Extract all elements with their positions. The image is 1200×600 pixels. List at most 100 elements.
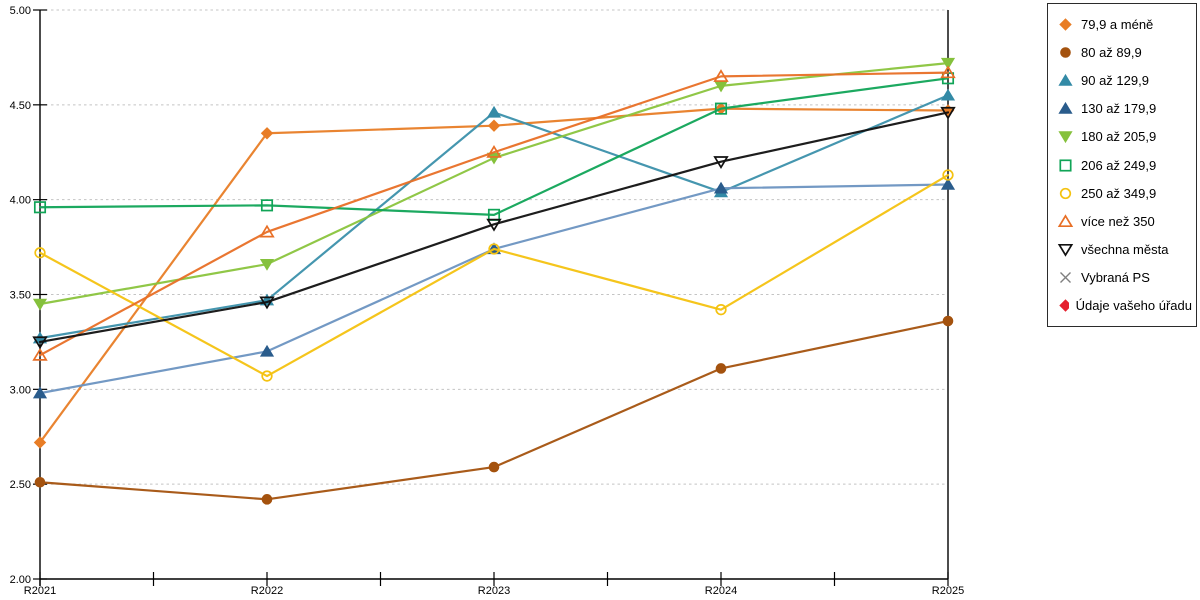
y-tick-label: 3.50 <box>10 290 31 302</box>
circle-icon <box>1060 46 1071 58</box>
legend-item-label: 79,9 a méně <box>1081 16 1154 32</box>
legend-item-vsechna-mesta: všechna města <box>1057 236 1192 264</box>
triangle-up-icon <box>1057 214 1074 227</box>
legend-item-130-az-179-9: 130 až 179,9 <box>1057 95 1192 123</box>
square-icon <box>1059 158 1072 172</box>
diamond-icon <box>1059 299 1069 313</box>
legend-item-label: 80 až 89,9 <box>1081 44 1142 60</box>
x-tick-label: R2022 <box>251 585 283 597</box>
legend-item-180-az-205-9: 180 až 205,9 <box>1057 123 1192 151</box>
diamond-icon <box>1059 17 1072 31</box>
legend-item-label: Údaje vašeho úřadu <box>1075 298 1192 314</box>
triangle-down-icon <box>1058 131 1073 144</box>
legend-item-udaje-vaseho-uradu: Údaje vašeho úřadu <box>1057 292 1192 320</box>
legend-item-206-az-249-9: 206 až 249,9 <box>1057 151 1192 179</box>
triangle-down-marker-icon <box>940 57 956 70</box>
axes: 2.00 2.50 3.00 3.50 4.00 4.50 5.00 R2021 R2022 R2… <box>10 5 965 597</box>
series-line <box>38 71 950 357</box>
circle-marker-icon <box>715 304 727 316</box>
triangle-up-icon <box>1057 214 1074 227</box>
circle-icon <box>1059 187 1072 199</box>
triangle-up-marker-icon <box>713 69 729 82</box>
y-tick-label: 2.50 <box>10 479 31 491</box>
circle-marker-icon <box>715 363 727 374</box>
legend-item-80-az-89-9: 80 až 89,9 <box>1057 38 1192 66</box>
triangle-down-marker-icon <box>486 218 502 232</box>
circle-marker-icon <box>488 461 500 473</box>
triangle-up-marker-icon <box>486 145 502 158</box>
x-tick-label: R2023 <box>478 585 510 597</box>
legend-item-label: všechna města <box>1081 242 1169 258</box>
circle-icon <box>1060 46 1071 58</box>
series-line <box>38 173 950 378</box>
series-vice-nez-350 <box>32 65 956 361</box>
series-80-az-89-9 <box>34 315 954 505</box>
series-line <box>38 319 950 501</box>
diamond-marker-icon <box>33 436 47 449</box>
triangle-up-marker-icon <box>940 177 956 190</box>
triangle-up-marker-icon <box>940 65 956 79</box>
triangle-up-icon <box>1058 73 1073 86</box>
circle-marker-icon <box>942 169 954 181</box>
circle-marker-icon <box>261 494 273 505</box>
diamond-icon <box>1059 299 1069 313</box>
square-marker-icon <box>33 201 47 214</box>
legend-item-label: 206 až 249,9 <box>1081 157 1157 173</box>
circle-marker-icon <box>261 370 273 382</box>
triangle-down-marker-icon <box>259 258 275 271</box>
legend-item-label: 130 až 179,9 <box>1081 101 1157 117</box>
square-marker-icon <box>260 199 274 212</box>
circle-icon <box>1059 187 1072 199</box>
circle-marker-icon <box>488 243 500 255</box>
legend-item-label: 90 až 129,9 <box>1081 72 1149 88</box>
triangle-up-marker-icon <box>940 88 956 101</box>
series-250-az-349-9 <box>34 169 954 382</box>
x-tick-label: R2024 <box>705 585 737 597</box>
legend-item-label: 180 až 205,9 <box>1081 129 1157 145</box>
series-vsechna-mesta <box>32 106 956 350</box>
triangle-down-icon <box>1057 244 1074 257</box>
triangle-up-marker-icon <box>713 181 729 194</box>
x-tick-label: R2021 <box>24 585 56 597</box>
triangle-down-marker-icon <box>713 156 729 169</box>
legend-item-90-az-129-9: 90 až 129,9 <box>1057 66 1192 94</box>
legend-item-vice-nez-350: více než 350 <box>1057 207 1192 235</box>
circle-marker-icon <box>34 247 46 259</box>
chart-legend: 79,9 a méně 80 až 89,9 90 až 129,9 130 až 1… <box>1047 3 1197 328</box>
triangle-down-marker-icon <box>32 298 48 311</box>
triangle-up-marker-icon <box>259 344 275 357</box>
x-icon <box>1060 272 1071 284</box>
legend-item-label: Vybraná PS <box>1081 270 1150 286</box>
circle-marker-icon <box>34 476 46 488</box>
series-line <box>38 111 950 344</box>
y-tick-label: 4.00 <box>10 195 31 207</box>
legend-item-label: 250 až 349,9 <box>1081 185 1157 201</box>
circle-marker-icon <box>942 315 954 327</box>
legend-item-label: více než 350 <box>1081 213 1155 229</box>
triangle-down-icon <box>1057 244 1074 257</box>
diamond-marker-icon <box>487 119 501 132</box>
triangle-up-marker-icon <box>32 386 48 399</box>
y-tick-label: 5.00 <box>10 5 31 17</box>
triangle-up-icon <box>1058 102 1073 114</box>
y-tick-label: 4.50 <box>10 100 31 112</box>
triangle-down-marker-icon <box>940 106 956 120</box>
square-icon <box>1059 158 1072 172</box>
triangle-up-icon <box>1058 102 1073 114</box>
legend-item-vybrana-ps: Vybraná PS <box>1057 264 1192 292</box>
triangle-up-marker-icon <box>486 105 502 118</box>
series-180-az-205-9 <box>32 57 956 311</box>
series-130-az-179-9 <box>32 177 956 399</box>
y-tick-label: 2.00 <box>10 574 31 586</box>
legend-item-250-az-349-9: 250 až 349,9 <box>1057 179 1192 207</box>
x-icon <box>1060 272 1071 284</box>
diamond-marker-icon <box>260 127 274 140</box>
y-tick-label: 3.00 <box>10 384 31 396</box>
x-tick-label: R2025 <box>932 585 964 597</box>
series-line <box>38 62 950 306</box>
triangle-up-marker-icon <box>32 347 48 361</box>
diamond-icon <box>1059 17 1072 31</box>
series-79-9-a-mene <box>33 102 955 449</box>
